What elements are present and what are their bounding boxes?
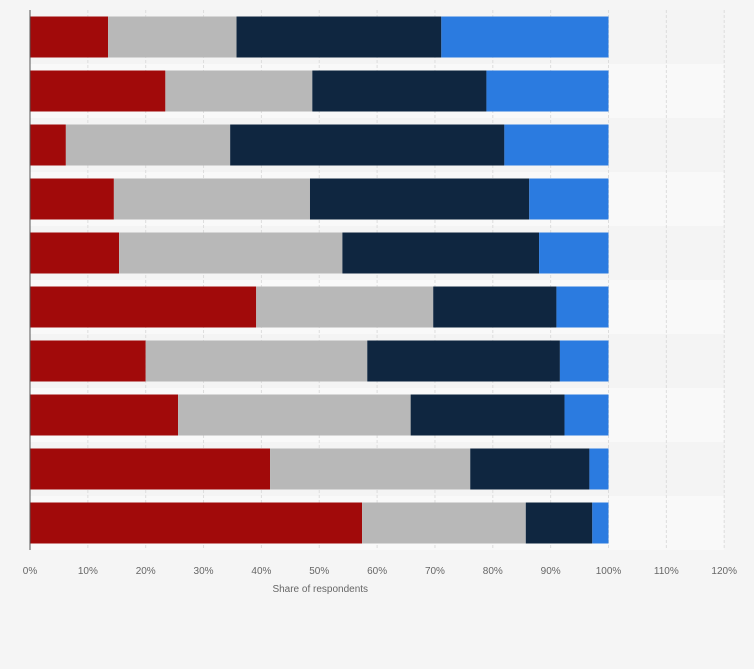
x-tick-label: 40%	[251, 566, 271, 577]
bar-segment-row9-series2[interactable]	[270, 448, 471, 490]
bar-segment-row10-series4[interactable]	[592, 502, 609, 544]
bar-segment-row6-series1[interactable]	[30, 286, 257, 328]
x-axis-title: Share of respondents	[272, 584, 368, 595]
bar-segment-row4-series3[interactable]	[309, 178, 530, 220]
bar-segment-row7-series4[interactable]	[559, 340, 609, 382]
bar-segment-row1-series1[interactable]	[30, 16, 109, 58]
bar-segment-row1-series3[interactable]	[236, 16, 442, 58]
bar-segment-row4-series4[interactable]	[529, 178, 609, 220]
bar-segment-row1-series2[interactable]	[108, 16, 237, 58]
bar-segment-row10-series2[interactable]	[362, 502, 526, 544]
bar-segment-row10-series1[interactable]	[30, 502, 363, 544]
bar-segment-row9-series1[interactable]	[30, 448, 271, 490]
bar-segment-row9-series4[interactable]	[589, 448, 609, 490]
bar-segment-row8-series3[interactable]	[410, 394, 565, 436]
bar-segment-row7-series3[interactable]	[367, 340, 560, 382]
x-axis-ticks: 0% 10% 20% 30% 40% 50% 60% 70% 80% 90% 100% 110% 120…	[23, 566, 737, 577]
bar-segment-row6-series2[interactable]	[256, 286, 434, 328]
x-tick-label: 110%	[654, 566, 679, 577]
bar-segment-row2-series1[interactable]	[30, 70, 166, 112]
x-tick-label: 90%	[541, 566, 561, 577]
bar-segment-row8-series4[interactable]	[564, 394, 609, 436]
bar-segment-row2-series2[interactable]	[165, 70, 313, 112]
bar-segment-row10-series3[interactable]	[525, 502, 593, 544]
x-tick-label: 80%	[483, 566, 503, 577]
bar-segment-row7-series1[interactable]	[30, 340, 146, 382]
x-tick-label: 20%	[136, 566, 156, 577]
bar-segment-row5-series4[interactable]	[539, 232, 609, 274]
x-tick-label: 10%	[78, 566, 98, 577]
bar-segment-row9-series3[interactable]	[470, 448, 590, 490]
x-tick-label: 50%	[309, 566, 329, 577]
bar-segment-row5-series3[interactable]	[342, 232, 540, 274]
bar-segment-row6-series4[interactable]	[556, 286, 609, 328]
bars	[30, 16, 609, 544]
bar-segment-row2-series3[interactable]	[312, 70, 487, 112]
bar-segment-row1-series4[interactable]	[441, 16, 609, 58]
bar-segment-row3-series4[interactable]	[504, 124, 609, 166]
x-tick-label: 100%	[596, 566, 622, 577]
x-tick-label: 30%	[194, 566, 214, 577]
bar-segment-row3-series3[interactable]	[230, 124, 505, 166]
bar-segment-row4-series2[interactable]	[113, 178, 310, 220]
bar-segment-row7-series2[interactable]	[145, 340, 368, 382]
bar-segment-row5-series2[interactable]	[119, 232, 343, 274]
bar-segment-row4-series1[interactable]	[30, 178, 114, 220]
x-tick-label: 70%	[425, 566, 445, 577]
x-tick-label: 60%	[367, 566, 387, 577]
x-tick-label: 0%	[23, 566, 38, 577]
bar-segment-row3-series1[interactable]	[30, 124, 66, 166]
x-tick-label: 120%	[711, 566, 737, 577]
bar-segment-row8-series1[interactable]	[30, 394, 179, 436]
bar-segment-row3-series2[interactable]	[65, 124, 231, 166]
bar-segment-row5-series1[interactable]	[30, 232, 120, 274]
bar-segment-row8-series2[interactable]	[178, 394, 411, 436]
bar-segment-row6-series3[interactable]	[433, 286, 557, 328]
bar-segment-row2-series4[interactable]	[486, 70, 609, 112]
